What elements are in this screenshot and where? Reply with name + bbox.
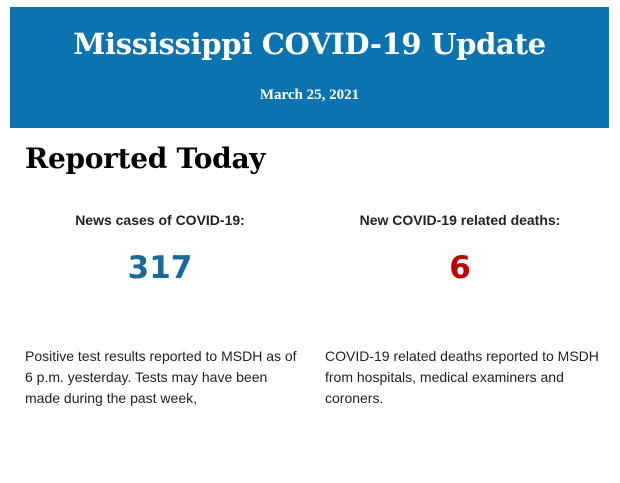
new-cases-description: Positive test results reported to MSDH a… <box>25 348 297 406</box>
section-title: Reported Today <box>25 142 266 175</box>
new-cases-stat: News cases of COVID-19: 317 <box>20 212 300 286</box>
new-deaths-description: COVID-19 related deaths reported to MSDH… <box>325 348 599 406</box>
new-deaths-value: 6 <box>449 250 471 286</box>
new-cases-value: 317 <box>127 250 193 286</box>
header-banner: Mississippi COVID-19 Update March 25, 20… <box>10 7 609 128</box>
new-cases-label: News cases of COVID-19: <box>75 212 245 228</box>
new-deaths-label: New COVID-19 related deaths: <box>359 212 561 228</box>
page-title: Mississippi COVID-19 Update <box>73 27 546 61</box>
new-deaths-stat: New COVID-19 related deaths: 6 <box>320 212 600 286</box>
report-date: March 25, 2021 <box>259 87 360 103</box>
